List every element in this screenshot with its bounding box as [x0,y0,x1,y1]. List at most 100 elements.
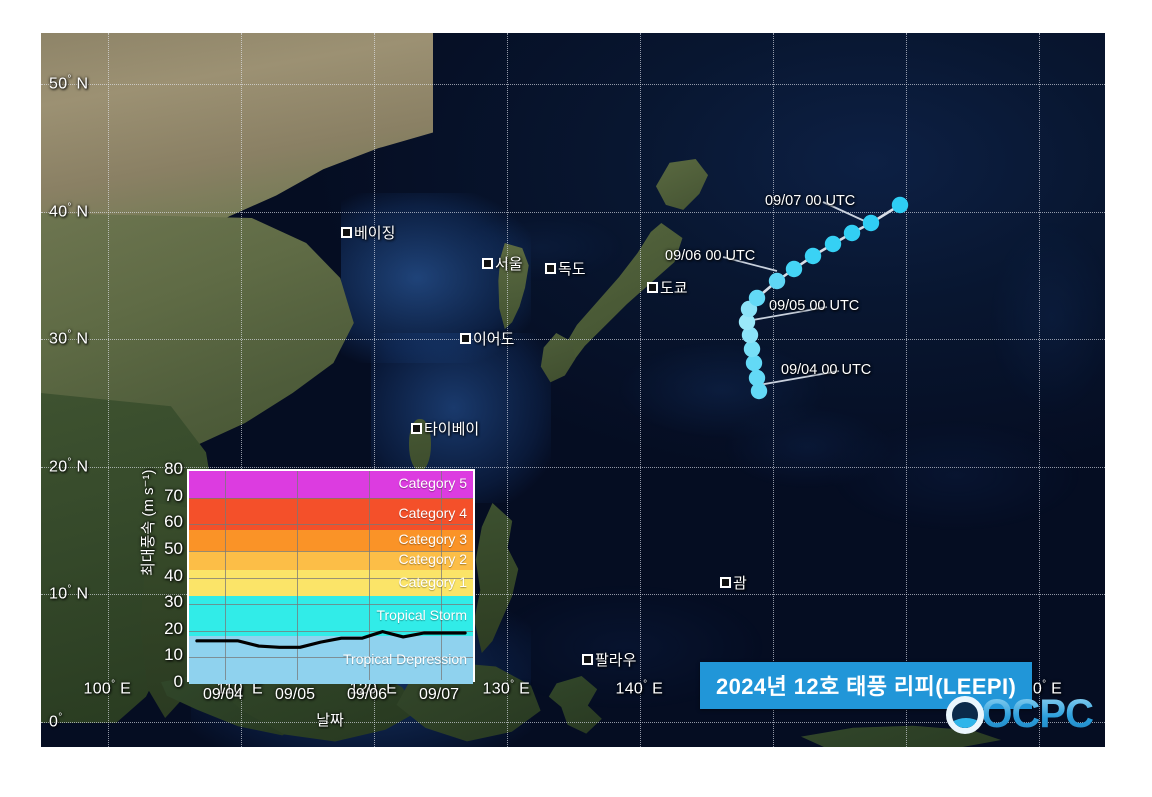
map-canvas[interactable]: 50° N 40° N 30° N 20° N 10° N 0° 100° E 110° E 1… [41,33,1105,747]
lat-label-20: 20° N [49,456,89,475]
ocpc-logo: OCPC [946,692,1094,737]
category-band [189,569,473,597]
category-band-label: Category 4 [398,504,467,521]
city-label: 타이베이 [424,421,480,438]
city-marker: 팔라우 [582,649,636,670]
track-time-annotation: 09/07 00 UTC [765,193,856,209]
lon-label-120: 120° E [349,679,398,698]
track-point-markers [738,196,909,400]
city-square-icon [720,577,731,588]
city-label: 이어도 [473,331,515,348]
track-point[interactable] [743,340,761,358]
city-marker: 독도 [545,258,586,279]
category-band [189,596,473,637]
chart-gridline-y-40 [189,577,473,579]
city-square-icon [341,227,352,238]
chart-gridline-x-2 [369,471,370,680]
city-label: 서울 [495,256,523,273]
chart-gridline-y-20 [189,630,473,632]
chart-xtick: 09/04 [202,686,244,703]
track-leader-lines [722,201,872,386]
category-band-label: Tropical Storm [376,607,467,624]
city-marker: 타이베이 [411,418,479,439]
landmass-new-guinea [801,725,1001,747]
chart-gridline-x-3 [441,471,442,680]
ocpc-globe-icon [946,695,985,734]
lon-label-100: 100° E [83,679,132,698]
city-square-icon [411,423,422,434]
annotation-leader-line [746,306,828,322]
intensity-chart[interactable]: Category 5 Category 4 Category 3 Category 2… [187,469,475,684]
city-marker: 서울 [482,253,523,274]
track-point[interactable] [741,326,759,344]
lat-label-0: 0° [49,711,63,730]
track-point[interactable] [738,313,756,331]
track-point[interactable] [750,382,768,400]
category-band-label: Category 5 [398,475,467,492]
chart-gridline-y-50 [189,550,473,552]
chart-gridline-y-60 [189,524,473,526]
lon-label-140: 140° E [615,679,664,698]
lon-label-110: 110° E [216,679,263,698]
chart-gridline-y-70 [189,497,473,499]
track-point[interactable] [843,224,861,242]
track-point[interactable] [768,272,786,290]
city-marker: 이어도 [460,328,514,349]
track-point[interactable] [745,354,763,372]
chart-xtick: 09/06 [346,686,388,703]
category-band [189,471,473,498]
chart-xtick: 09/07 [418,686,460,703]
city-square-icon [582,654,593,665]
chart-ytick-30: 30 [164,592,183,612]
track-point[interactable] [748,289,766,307]
chart-ytick-0: 0 [173,672,183,691]
lat-label-50: 50° N [49,74,89,93]
track-point[interactable] [824,235,842,253]
chart-xtick: 09/05 [274,686,316,703]
typhoon-track-svg [722,196,909,400]
city-label: 팔라우 [595,652,637,669]
wind-speed-series-svg [195,630,467,649]
chart-ytick-60: 60 [164,512,183,532]
wind-speed-line [195,630,467,649]
lat-label-10: 10° N [49,584,89,603]
city-square-icon [647,282,658,293]
category-band [189,636,473,684]
category-band-label: Category 1 [398,573,467,590]
chart-ytick-40: 40 [164,565,183,585]
chart-ytick-70: 70 [164,485,183,505]
chart-x-axis-label: 날짜 [316,712,344,729]
chart-gridline-y-10 [189,657,473,659]
city-label: 괌 [733,575,747,592]
city-marker: 도쿄 [647,277,688,298]
track-point[interactable] [804,247,822,265]
track-point[interactable] [785,260,803,278]
chart-ytick-10: 10 [164,645,183,665]
chart-gridline-y-30 [189,604,473,606]
track-point[interactable] [748,369,766,387]
city-label: 도쿄 [660,280,688,297]
lat-label-30: 30° N [49,329,89,348]
annotation-leader-line [758,370,840,386]
annotation-leader-line [822,201,872,225]
track-point[interactable] [862,214,880,232]
category-band [189,497,473,530]
chart-gridline-x-1 [297,471,298,680]
chart-y-axis-label: 최대풍속 (m s⁻¹) [140,469,157,576]
lat-label-40: 40° N [49,201,89,220]
lon-label-130: 130° E [482,679,531,698]
city-square-icon [545,263,556,274]
category-band-label: Category 2 [398,551,467,568]
chart-gridline-x-0 [225,471,226,680]
track-point[interactable] [891,196,909,214]
track-time-annotation: 09/05 00 UTC [769,298,860,314]
chart-ytick-50: 50 [164,538,183,558]
city-label: 독도 [558,261,586,278]
city-square-icon [460,333,471,344]
category-band [189,550,473,570]
city-square-icon [482,258,493,269]
chart-ytick-20: 20 [164,618,183,638]
city-marker: 괌 [720,572,747,593]
ocpc-logo-text: OCPC [981,692,1094,736]
